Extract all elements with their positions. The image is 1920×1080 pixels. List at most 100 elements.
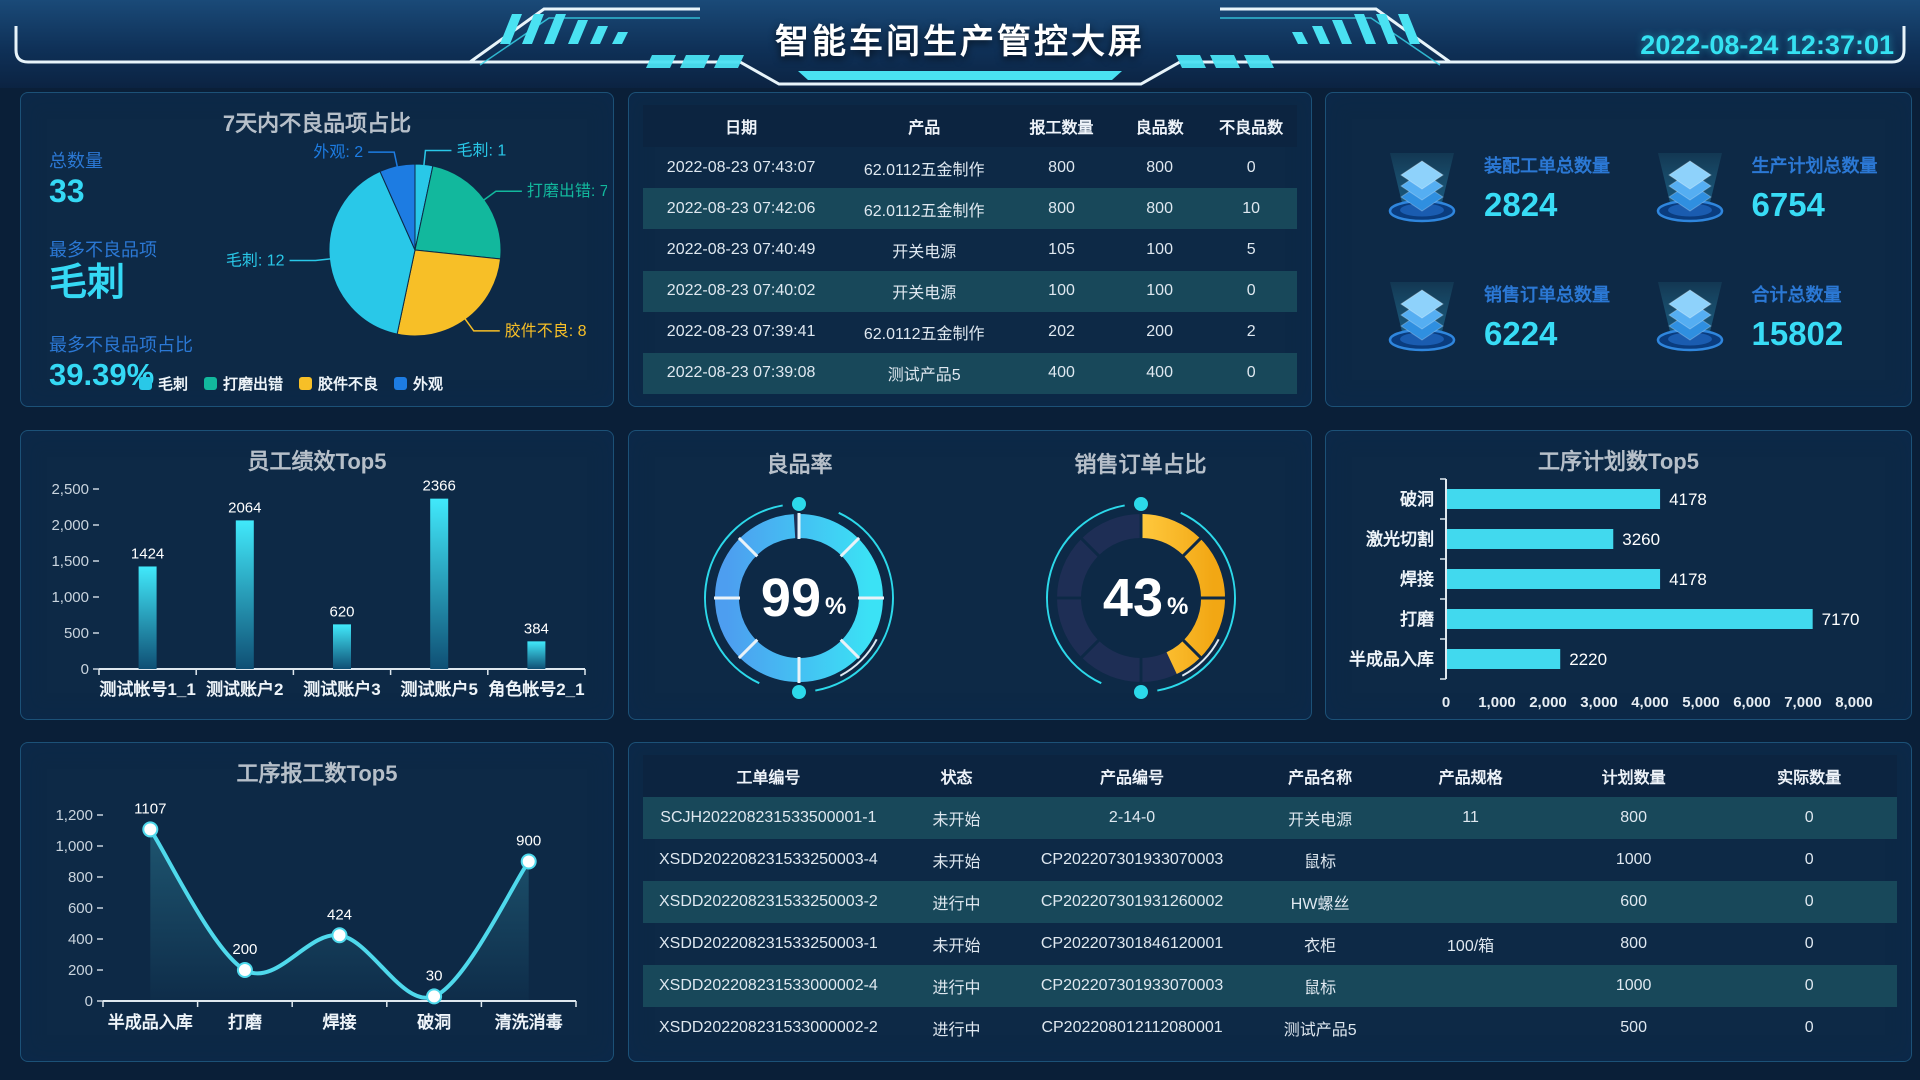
- table-cell: 0: [1246, 158, 1256, 176]
- gauges-panel: 良品率 销售订单占比 99% 43%: [628, 430, 1312, 720]
- panel-title: 工序报工数Top5: [236, 761, 398, 786]
- column-header: 产品规格: [1438, 770, 1503, 787]
- table-row: 2022-08-23 07:40:49 开关电源 105 100 5: [643, 229, 1297, 270]
- table-cell: 2: [1246, 323, 1256, 341]
- svg-text:测试帐号1_1: 测试帐号1_1: [99, 679, 195, 699]
- table-cell: 未开始: [932, 938, 981, 955]
- table-cell: 进行中: [932, 896, 981, 913]
- table-cell: 2022-08-23 07:43:07: [666, 158, 816, 176]
- svg-text:800: 800: [68, 869, 93, 886]
- table-cell: CP202207301846120001: [1040, 935, 1224, 952]
- data-point: [520, 853, 537, 870]
- gauge-value: 43: [1103, 568, 1163, 628]
- process-plan-panel: 工序计划数Top5 4178 破洞 3260 激光切割 4178 焊接 7170 打磨 2220…: [1325, 430, 1912, 720]
- svg-text:激光切割: 激光切割: [1366, 529, 1434, 549]
- svg-text:2064: 2064: [228, 499, 261, 516]
- totals-panel: 装配工单总数量 2824 生产计划总数量 6754 销售订单总数量 6224 合…: [1325, 92, 1912, 407]
- gauge-title: 良品率: [766, 452, 833, 477]
- table-cell: XSDD202208231533250003-4: [658, 851, 878, 868]
- table-cell: CP202207301933070003: [1040, 977, 1224, 994]
- table-cell: 1000: [1615, 851, 1652, 868]
- table-cell: 10: [1242, 199, 1261, 217]
- table-header-row: 工单编号 状态 产品编号 产品名称 产品规格 计划数量 实际数量: [643, 755, 1897, 797]
- table-cell: 未开始: [932, 812, 981, 829]
- stat-card: 装配工单总数量 2824: [1356, 123, 1624, 253]
- table-cell: CP202207301931260002: [1040, 893, 1224, 910]
- table-cell: 0: [1804, 893, 1814, 910]
- stat-value: 33: [49, 173, 85, 209]
- slash-decor-left: [500, 14, 628, 44]
- table-cell: 202: [1048, 323, 1075, 341]
- stat-label: 总数量: [49, 151, 103, 171]
- legend-label: 毛刺: [158, 376, 189, 393]
- column-header: 不良品数: [1219, 120, 1284, 137]
- table-cell: 2022-08-23 07:39:08: [666, 364, 816, 382]
- table-cell: 5: [1246, 240, 1256, 258]
- svg-text:1,200: 1,200: [55, 807, 93, 824]
- table-cell: 800: [1620, 809, 1647, 826]
- svg-text:打磨: 打磨: [228, 1012, 263, 1032]
- table-cell: 2022-08-23 07:42:06: [666, 199, 816, 217]
- bar: [527, 641, 546, 669]
- legend-item: 胶件不良: [299, 373, 378, 394]
- table-cell: 400: [1048, 364, 1075, 382]
- layers-icon: [1656, 281, 1723, 352]
- pie-legend: 毛刺 打磨出错 胶件不良 外观: [139, 373, 443, 394]
- table-cell: 开关电源: [1288, 812, 1353, 829]
- stat-card: 生产计划总数量 6754: [1624, 123, 1892, 253]
- stat-card-label: 合计总数量: [1751, 285, 1842, 306]
- data-point: [426, 988, 443, 1005]
- defect-stats: 总数量 33 最多不良品项 毛刺 最多不良品项占比 39.39%: [49, 133, 259, 393]
- data-point: [142, 821, 159, 838]
- legend-swatch: [139, 377, 152, 390]
- legend-swatch: [394, 377, 408, 390]
- pie-label: 毛刺: 12: [226, 251, 285, 269]
- table-cell: 1000: [1615, 977, 1652, 994]
- column-header: 产品名称: [1288, 770, 1353, 787]
- bar: [430, 498, 449, 669]
- column-header: 日期: [725, 120, 758, 137]
- legend-swatch: [299, 377, 313, 390]
- table-cell: 800: [1146, 158, 1173, 176]
- data-point: [331, 927, 348, 944]
- table-cell: HW螺丝: [1290, 896, 1350, 913]
- bar: [1447, 489, 1661, 509]
- table-cell: 0: [1804, 935, 1814, 952]
- svg-text:200: 200: [232, 941, 257, 958]
- work-order-table-panel: 工单编号 状态 产品编号 产品名称 产品规格 计划数量 实际数量 SCJH2022082315…: [628, 742, 1912, 1062]
- svg-text:4178: 4178: [1669, 490, 1707, 509]
- table-cell: 500: [1620, 1019, 1647, 1036]
- stat-label: 最多不良品项: [49, 239, 157, 260]
- panel-title: 工序计划数Top5: [1538, 449, 1699, 474]
- gauge-unit: %: [1167, 593, 1188, 620]
- svg-text:测试账户3: 测试账户3: [303, 679, 380, 699]
- table-cell: 0: [1804, 809, 1814, 826]
- table-cell: 62.0112五金制作: [863, 326, 985, 344]
- legend-item: 外观: [394, 373, 443, 394]
- table-cell: 进行中: [932, 980, 981, 997]
- process-plan-bar-chart: 4178 破洞 3260 激光切割 4178 焊接 7170 打磨 2220 半成品入库 0 1,00…: [1349, 478, 1873, 711]
- stat-card-label: 销售订单总数量: [1484, 285, 1610, 306]
- svg-text:0: 0: [81, 661, 89, 678]
- sales-order-gauge: 43%: [1046, 497, 1236, 699]
- svg-text:0: 0: [85, 993, 93, 1010]
- table-cell: 进行中: [932, 1022, 981, 1039]
- table-cell: 测试产品5: [887, 367, 961, 385]
- svg-text:1,000: 1,000: [55, 838, 93, 855]
- employee-bar-chart: 0 500 1,000 1,500 2,000 2,500 1424 测试帐号1_1 2064 测…: [51, 478, 586, 699]
- bar: [1447, 529, 1614, 549]
- table-cell: 开关电源: [892, 243, 957, 261]
- table-header-row: 日期 产品 报工数量 良品数 不良品数: [643, 105, 1297, 147]
- svg-text:4,000: 4,000: [1631, 694, 1669, 711]
- header-bar: 智能车间生产管控大屏 2022-08-24 12:37:01: [0, 0, 1920, 88]
- layers-icon: [1656, 151, 1723, 222]
- report-table: 日期 产品 报工数量 良品数 不良品数 2022-08-23 07:43:07 62.011…: [643, 105, 1297, 395]
- slash-decor-right: [1292, 14, 1420, 44]
- stat-card-label: 生产计划总数量: [1751, 155, 1878, 176]
- table-cell: 鼠标: [1304, 854, 1337, 871]
- column-header: 良品数: [1135, 120, 1184, 137]
- svg-text:破洞: 破洞: [1400, 489, 1434, 509]
- table-cell: 0: [1246, 282, 1256, 300]
- svg-text:8,000: 8,000: [1835, 694, 1873, 711]
- defect-ratio-panel: 7天内不良品项占比 总数量 33 最多不良品项 毛刺 最多不良品项占比 39.3…: [20, 92, 614, 407]
